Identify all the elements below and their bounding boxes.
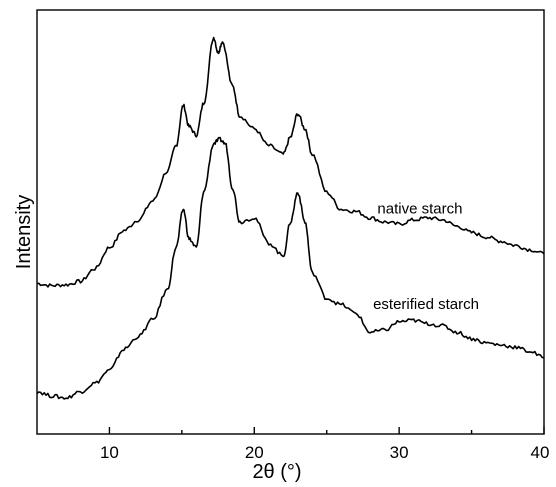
plot-frame xyxy=(36,9,545,435)
x-tick-label-10: 10 xyxy=(100,443,119,462)
series-label-esterified-starch: esterified starch xyxy=(373,296,479,313)
x-tick-label-20: 20 xyxy=(245,443,264,462)
series-lines xyxy=(36,36,545,400)
series-line-esterified-starch xyxy=(36,136,545,400)
x-tick-label-40: 40 xyxy=(531,443,550,462)
series-labels: native starch esterified starch xyxy=(373,201,479,313)
series-label-native-starch: native starch xyxy=(377,201,462,218)
x-tick-label-30: 30 xyxy=(390,443,409,462)
y-axis-title: Intensity xyxy=(13,195,35,269)
x-axis-title: 2θ (°) xyxy=(252,461,301,483)
series-line-native-starch xyxy=(36,36,545,288)
x-axis-ticks: 10 20 30 40 xyxy=(100,427,549,462)
